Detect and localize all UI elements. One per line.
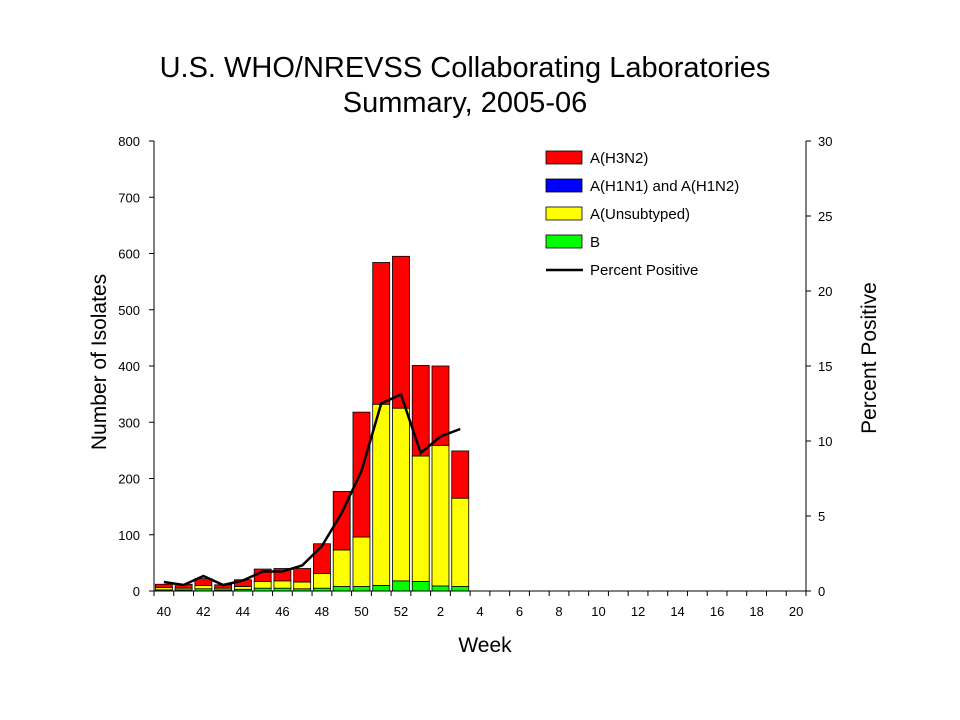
y-tick-label-400: 400	[118, 359, 140, 374]
bar-a-h3n2-week-50	[352, 411, 371, 538]
bar-a-h3n2-week-51	[372, 262, 391, 405]
bar-a-unsubtyped-week-47	[293, 581, 312, 590]
bar-a-unsubtyped-week-42	[194, 584, 213, 590]
legend-label-b: B	[590, 234, 600, 251]
bar-a-unsubtyped-week-50	[352, 536, 371, 587]
x-tick-label-8: 8	[555, 604, 562, 619]
bar-b-week-52	[392, 580, 410, 592]
legend-label-percent-positive: Percent Positive	[590, 262, 698, 279]
legend-swatch-a-unsubtyped	[545, 206, 583, 221]
y-tick-label-100: 100	[118, 528, 140, 543]
x-tick-label-50: 50	[354, 604, 368, 619]
y-tick-label-800: 800	[118, 134, 140, 149]
y2-tick-label-30: 30	[818, 134, 832, 149]
y2-tick-label-10: 10	[818, 434, 832, 449]
x-tick-label-44: 44	[236, 604, 250, 619]
y2-tick-label-25: 25	[818, 209, 832, 224]
bar-a-unsubtyped-week-45	[253, 581, 272, 589]
y-tick-label-700: 700	[118, 190, 140, 205]
y-ticks-right: 0 5 10 15 20 25 30	[806, 134, 832, 599]
y2-tick-label-0: 0	[818, 584, 825, 599]
y2-axis-title: Percent Positive	[858, 282, 881, 434]
percent-positive-line-group	[163, 392, 461, 587]
x-tick-label-16: 16	[710, 604, 724, 619]
y-axis-title: Number of Isolates	[88, 274, 111, 450]
bar-a-h3n2-week-48	[313, 543, 331, 574]
chart-title-line2: Summary, 2005-06	[343, 87, 587, 119]
x-tick-label-52: 52	[394, 604, 408, 619]
legend-label-a-unsubtyped: A(Unsubtyped)	[590, 206, 690, 223]
legend-swatch-a-h1n1-and-a-h1n2	[545, 178, 583, 193]
y-tick-label-600: 600	[118, 247, 140, 262]
bar-a-unsubtyped-week-48	[313, 573, 331, 589]
bar-a-unsubtyped-week-1	[411, 455, 430, 582]
x-ticks: 40 42 44 46 48 50 52 2 4 6 8 10 12 14 16 18 20	[153, 591, 807, 619]
bar-a-unsubtyped-week-51	[372, 403, 391, 586]
bar-b-week-51	[372, 584, 391, 592]
y-ticks-left: 0 100 200 300 400 500 600 700 800	[118, 134, 154, 599]
bar-b-week-49	[332, 586, 351, 592]
x-tick-label-14: 14	[670, 604, 684, 619]
x-axis-title: Week	[458, 634, 512, 657]
bar-a-unsubtyped-week-2	[431, 444, 450, 587]
bar-b-week-3	[451, 586, 470, 592]
y-tick-label-300: 300	[118, 415, 140, 430]
x-tick-label-6: 6	[516, 604, 523, 619]
bar-a-unsubtyped-week-52	[392, 407, 410, 582]
chart-title-line1: U.S. WHO/NREVSS Collaborating Laboratori…	[160, 52, 771, 84]
x-tick-label-40: 40	[157, 604, 171, 619]
x-tick-label-42: 42	[196, 604, 210, 619]
x-tick-label-12: 12	[631, 604, 645, 619]
y2-tick-label-15: 15	[818, 359, 832, 374]
y2-tick-label-20: 20	[818, 284, 832, 299]
legend-swatch-b	[545, 234, 583, 249]
x-tick-label-10: 10	[591, 604, 605, 619]
bar-a-unsubtyped-week-49	[332, 549, 351, 587]
y-tick-label-200: 200	[118, 472, 140, 487]
x-tick-label-46: 46	[275, 604, 289, 619]
bar-a-h3n2-week-3	[451, 450, 470, 499]
bar-a-unsubtyped-week-3	[451, 497, 470, 587]
x-tick-label-4: 4	[476, 604, 483, 619]
bar-a-h3n2-week-40	[154, 583, 173, 589]
y-tick-label-500: 500	[118, 303, 140, 318]
bar-a-h3n2-week-52	[392, 255, 410, 409]
bar-a-unsubtyped-week-44	[234, 586, 252, 590]
bar-a-h3n2-week-47	[293, 568, 312, 583]
legend: A(H3N2) A(H1N1) and A(H1N2) A(Unsubtyped) B…	[545, 150, 739, 279]
bar-b-week-50	[352, 586, 371, 592]
legend-label-a-h3n2: A(H3N2)	[590, 150, 648, 167]
legend-label-a-h1n1-and-a-h1n2: A(H1N1) and A(H1N2)	[590, 178, 739, 195]
bar-b-week-1	[411, 581, 430, 592]
bar-a-h3n2-week-42	[194, 578, 213, 586]
bar-a-h3n2-week-2	[431, 365, 450, 446]
bar-b-week-2	[431, 585, 450, 592]
x-tick-label-18: 18	[749, 604, 763, 619]
legend-swatch-a-h3n2	[545, 150, 583, 165]
bar-a-h3n2-week-1	[411, 365, 430, 457]
y2-tick-label-5: 5	[818, 509, 825, 524]
y-tick-label-0: 0	[133, 584, 140, 599]
bar-a-unsubtyped-week-46	[273, 580, 292, 589]
x-tick-label-20: 20	[789, 604, 803, 619]
percent-positive-line	[163, 392, 461, 587]
bars-group	[154, 255, 470, 592]
x-tick-label-48: 48	[315, 604, 329, 619]
x-tick-label-2: 2	[437, 604, 444, 619]
